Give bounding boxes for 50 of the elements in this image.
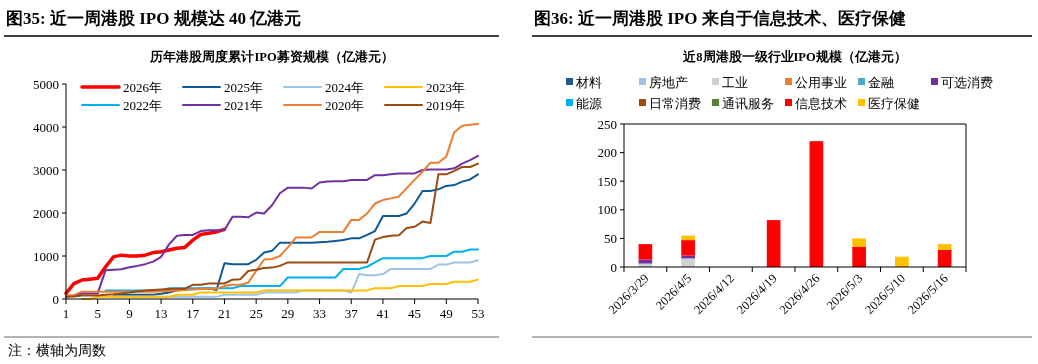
- y-tick-label: 150: [597, 173, 617, 189]
- legend-label: 2022年: [123, 97, 162, 113]
- legend-label: 2023年: [426, 79, 465, 95]
- legend-label: 2026年: [123, 79, 162, 95]
- x-tick-label: 13: [154, 306, 168, 321]
- chart-title: 图36: 近一周港股 IPO 来自于信息技术、医疗保健: [534, 9, 906, 28]
- x-tick-label: 29: [281, 306, 295, 321]
- legend-label: 2020年: [325, 97, 364, 113]
- legend-label: 2025年: [224, 79, 263, 95]
- x-tick-label: 21: [217, 306, 231, 321]
- legend-label: 能源: [576, 96, 602, 111]
- y-tick-label: 1000: [33, 248, 59, 264]
- x-tick-label: 25: [249, 306, 263, 321]
- x-tick-label: 41: [376, 306, 390, 321]
- chart-title: 图35: 近一周港股 IPO 规模达 40 亿港元: [6, 9, 302, 28]
- legend-label: 2024年: [325, 79, 364, 95]
- y-tick-label: 5000: [33, 76, 59, 92]
- legend-label: 工业: [722, 75, 748, 90]
- legend-label: 可选消费: [941, 75, 993, 90]
- y-tick-label: 50: [604, 230, 617, 246]
- y-tick-label: 250: [597, 116, 617, 132]
- x-tick-label: 1: [62, 306, 70, 321]
- legend-label: 日常消费: [649, 96, 701, 111]
- legend-label: 房地产: [649, 74, 688, 90]
- x-tick-label: 53: [471, 306, 485, 321]
- legend-label: 2021年: [224, 97, 263, 113]
- x-tick-label: 49: [439, 306, 453, 321]
- chart-subtitle: 近8周港股一级行业IPO规模（亿港元）: [682, 49, 907, 64]
- y-tick-label: 200: [597, 145, 617, 161]
- y-tick-label: 2000: [33, 205, 59, 221]
- legend-label: 材料: [575, 75, 602, 90]
- legend-label: 信息技术: [795, 96, 847, 111]
- x-tick-label: 37: [344, 306, 359, 321]
- y-tick-label: 100: [597, 202, 617, 218]
- x-tick-label: 45: [408, 306, 422, 321]
- x-tick-label: 33: [313, 306, 327, 321]
- text: 注：横轴为周数: [8, 343, 106, 358]
- x-tick-label: 9: [126, 306, 133, 321]
- y-tick-label: 0: [610, 259, 617, 275]
- x-tick-label: 17: [186, 306, 200, 321]
- legend-label: 通讯服务: [722, 96, 774, 111]
- chart-subtitle: 历年港股周度累计IPO募资规模（亿港元）: [149, 49, 394, 64]
- y-tick-label: 3000: [33, 162, 59, 178]
- y-tick-label: 4000: [33, 119, 59, 135]
- legend-label: 医疗保健: [868, 96, 920, 111]
- legend-label: 公用事业: [795, 75, 847, 90]
- y-tick-label: 0: [52, 291, 59, 307]
- legend-label: 金融: [868, 75, 894, 90]
- x-tick-label: 5: [94, 306, 101, 321]
- legend-label: 2019年: [426, 97, 465, 113]
